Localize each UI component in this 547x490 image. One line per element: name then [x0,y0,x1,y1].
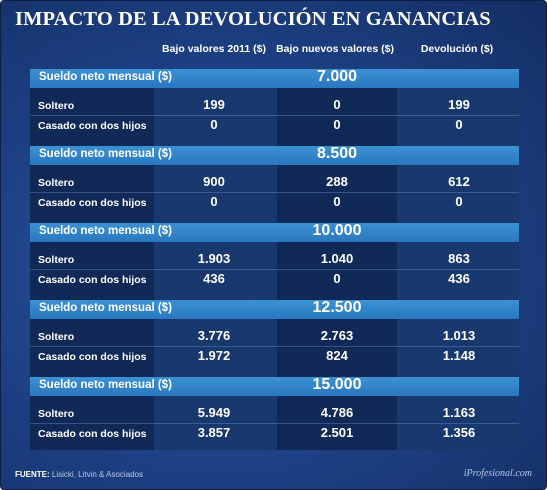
row-label: Soltero [38,254,75,266]
source-label: FUENTE: [15,470,50,479]
table-row: Casado con dos hijos 1.972 824 1.148 [30,347,519,367]
section-header: Sueldo neto mensual ($) 10.000 [30,222,519,242]
column-header-new: Bajo nuevos valores ($) [276,43,394,55]
table-cell-nuevos-valores: 0 [333,271,341,286]
table-cell-valores-2011: 199 [203,97,225,112]
brand-logo-text: iProfesional.com [463,468,532,479]
column-header-refund: Devolución ($) [420,43,494,55]
section-1: Sueldo neto mensual ($) 8.500 Soltero 900 28… [30,145,519,222]
row-divider [30,115,519,116]
row-label: Casado con dos hijos [38,351,147,363]
section-salary-value: 15.000 [312,376,362,393]
table-cell-nuevos-valores: 4.786 [320,405,354,420]
section-header: Sueldo neto mensual ($) 7.000 [30,68,519,88]
table-cell-valores-2011: 900 [203,174,225,189]
table-cell-nuevos-valores: 824 [326,348,348,363]
section-header: Sueldo neto mensual ($) 15.000 [30,376,519,396]
table-cell-valores-2011: 5.949 [197,405,231,420]
row-divider [30,269,519,270]
table-cell-valores-2011: 436 [203,271,225,286]
section-label: Sueldo neto mensual ($) [39,148,172,160]
row-label: Casado con dos hijos [38,428,147,440]
table-cell-devolucion: 436 [448,271,470,286]
row-label: Soltero [38,331,75,343]
table-row: Casado con dos hijos 3.857 2.501 1.356 [30,424,519,444]
section-header: Sueldo neto mensual ($) 8.500 [30,145,519,165]
section-header: Sueldo neto mensual ($) 12.500 [30,299,519,319]
page-title: IMPACTO DE LA DEVOLUCIÓN EN GANANCIAS [15,8,491,30]
table-row: Soltero 1.903 1.040 863 [30,250,519,270]
section-label: Sueldo neto mensual ($) [39,225,172,237]
table-cell-devolucion: 1.148 [442,348,476,363]
row-divider [30,423,519,424]
section-label: Sueldo neto mensual ($) [39,302,172,314]
table-cell-devolucion: 1.163 [442,405,476,420]
table-row: Casado con dos hijos 0 0 0 [30,116,519,136]
table-cell-valores-2011: 0 [210,194,218,209]
table-row: Soltero 199 0 199 [30,96,519,116]
row-label: Soltero [38,177,75,189]
table-cell-devolucion: 1.356 [442,425,476,440]
row-label: Soltero [38,408,75,420]
section-salary-value: 7.000 [316,68,358,85]
table-row: Casado con dos hijos 0 0 0 [30,193,519,213]
table-cell-nuevos-valores: 1.040 [320,251,354,266]
table-row: Soltero 3.776 2.763 1.013 [30,327,519,347]
table-cell-nuevos-valores: 0 [333,117,341,132]
table-cell-devolucion: 863 [448,251,470,266]
section-salary-value: 10.000 [312,222,362,239]
table-cell-nuevos-valores: 0 [333,97,341,112]
table-cell-valores-2011: 3.776 [197,328,231,343]
section-label: Sueldo neto mensual ($) [39,71,172,83]
table-row: Soltero 5.949 4.786 1.163 [30,404,519,424]
table-row: Casado con dos hijos 436 0 436 [30,270,519,290]
table-cell-valores-2011: 1.903 [197,251,231,266]
table-cell-devolucion: 612 [448,174,470,189]
table-cell-valores-2011: 0 [210,117,218,132]
table-cell-devolucion: 199 [448,97,470,112]
section-0: Sueldo neto mensual ($) 7.000 Soltero 199 0 1… [30,68,519,145]
table-cell-devolucion: 1.013 [442,328,476,343]
table-cell-nuevos-valores: 2.763 [320,328,354,343]
row-divider [30,192,519,193]
table-cell-devolucion: 0 [455,194,463,209]
section-4: Sueldo neto mensual ($) 15.000 Soltero 5.94… [30,376,519,453]
row-divider [30,346,519,347]
table-cell-nuevos-valores: 0 [333,194,341,209]
row-label: Casado con dos hijos [38,120,147,132]
data-table: Sueldo neto mensual ($) 7.000 Soltero 199 0 1… [30,68,519,453]
table-cell-nuevos-valores: 288 [326,174,348,189]
source-credit: FUENTE: Lisicki, Litvin & Asociados [15,470,143,479]
row-label: Casado con dos hijos [38,274,147,286]
source-text: Lisicki, Litvin & Asociados [51,470,144,479]
row-label: Casado con dos hijos [38,197,147,209]
table-cell-valores-2011: 1.972 [197,348,231,363]
table-cell-valores-2011: 3.857 [197,425,231,440]
table-cell-devolucion: 0 [455,117,463,132]
section-salary-value: 8.500 [316,145,358,162]
column-header-2011: Bajo valores 2011 ($) [162,43,266,55]
section-salary-value: 12.500 [312,299,362,316]
section-label: Sueldo neto mensual ($) [39,379,172,391]
row-label: Soltero [38,100,75,112]
table-row: Soltero 900 288 612 [30,173,519,193]
section-3: Sueldo neto mensual ($) 12.500 Soltero 3.77… [30,299,519,376]
section-2: Sueldo neto mensual ($) 10.000 Soltero 1.90… [30,222,519,299]
table-cell-nuevos-valores: 2.501 [320,425,354,440]
